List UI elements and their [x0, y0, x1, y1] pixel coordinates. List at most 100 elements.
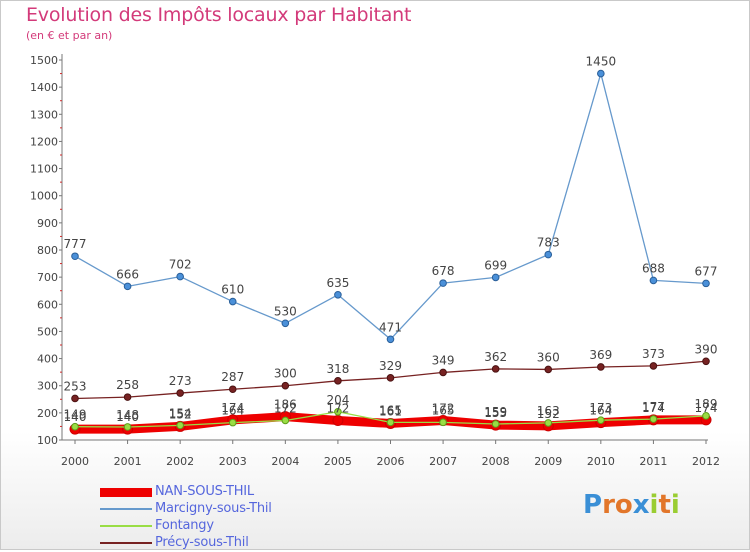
data-point: [176, 421, 184, 430]
y-tick-label: 1500: [30, 54, 58, 67]
legend-swatch: [100, 508, 152, 510]
data-label: 390: [695, 342, 718, 356]
data-label: 204: [326, 393, 349, 407]
data-label: 360: [537, 350, 560, 364]
data-point: [439, 279, 447, 287]
y-tick-label: 900: [37, 217, 58, 230]
data-label: 666: [116, 267, 139, 281]
logo-letter: x: [632, 490, 650, 520]
series-fontangy: [71, 407, 710, 431]
data-label: 287: [221, 370, 244, 384]
data-label: 172: [326, 401, 349, 415]
data-point: [439, 368, 447, 377]
data-label: 165: [432, 403, 455, 417]
y-tick-label: 1400: [30, 81, 58, 94]
data-label: 172: [274, 401, 297, 415]
data-label: 140: [64, 410, 87, 424]
y-tick-label: 200: [37, 407, 58, 420]
data-label: 174: [642, 401, 665, 415]
data-point: [544, 419, 553, 427]
logo-letter: o: [614, 490, 633, 520]
data-label: 159: [484, 405, 507, 419]
data-point: [386, 374, 395, 382]
data-label: 349: [432, 353, 455, 367]
data-point: [702, 279, 710, 288]
y-tick-label: 600: [37, 298, 58, 311]
data-point: [491, 365, 500, 373]
data-label: 152: [169, 407, 192, 421]
data-point: [702, 412, 710, 420]
data-point: [491, 273, 500, 282]
data-point: [71, 422, 79, 431]
data-point: [228, 418, 237, 427]
data-point: [334, 407, 342, 416]
data-point: [176, 389, 184, 397]
chart-title: Evolution des Impôts locaux par Habitant: [26, 4, 412, 26]
data-point: [123, 393, 132, 401]
x-tick-label: 2003: [219, 455, 247, 468]
x-tick-label: 2000: [61, 455, 89, 468]
y-tick-label: 1200: [30, 135, 58, 148]
y-tick-label: 300: [37, 380, 58, 393]
data-point: [386, 335, 395, 344]
data-label: 362: [484, 350, 507, 364]
logo-letter: i: [649, 490, 659, 520]
logo-letter: i: [670, 490, 680, 520]
data-label: 471: [379, 320, 402, 334]
data-label: 300: [274, 367, 297, 381]
data-label: 258: [116, 378, 139, 392]
data-point: [649, 362, 658, 370]
x-tick-label: 2006: [377, 455, 405, 468]
data-point: [334, 377, 342, 385]
data-label: 174: [221, 401, 244, 415]
series-pr-cy-sous-thil: [71, 357, 710, 403]
data-point: [123, 282, 132, 291]
data-label: 369: [589, 348, 612, 362]
data-label: 635: [326, 276, 349, 290]
data-label: 699: [484, 258, 507, 272]
proxiti-logo: Proxiti: [583, 490, 680, 520]
data-label: 148: [116, 408, 139, 422]
data-label: 189: [695, 397, 718, 411]
data-point: [334, 290, 342, 299]
data-label: 155: [484, 406, 507, 420]
data-point: [544, 250, 553, 259]
series-marcigny-sous-thil: [71, 69, 710, 344]
y-tick-label: 700: [37, 271, 58, 284]
x-tick-label: 2012: [692, 455, 720, 468]
data-label: 373: [642, 347, 665, 361]
data-point: [597, 69, 605, 78]
y-tick-label: 400: [37, 353, 58, 366]
legend-label: Fontangy: [155, 518, 214, 533]
x-tick-label: 2009: [534, 455, 562, 468]
y-tick-label: 100: [37, 434, 58, 447]
x-tick-label: 2008: [482, 455, 510, 468]
logo-letter: P: [583, 490, 603, 520]
data-label: 318: [326, 362, 349, 376]
data-point: [491, 420, 500, 428]
data-label: 186: [274, 398, 297, 412]
data-label: 530: [274, 304, 297, 318]
data-label: 164: [589, 404, 612, 418]
data-label: 149: [64, 408, 87, 422]
data-label: 173: [589, 401, 612, 415]
data-point: [439, 418, 447, 427]
y-tick-label: 1000: [30, 190, 58, 203]
legend-swatch: [100, 487, 152, 497]
x-tick-label: 2002: [166, 455, 194, 468]
data-label: 154: [169, 406, 192, 420]
data-point: [597, 416, 605, 424]
data-point: [386, 418, 395, 427]
data-point: [649, 415, 658, 423]
x-tick-label: 2001: [114, 455, 142, 468]
y-tick-label: 800: [37, 244, 58, 257]
data-label: 172: [432, 401, 455, 415]
data-point: [123, 423, 132, 431]
y-tick-label: 1100: [30, 163, 58, 176]
data-point: [544, 365, 553, 374]
data-label: 688: [642, 261, 665, 275]
y-tick-label: 500: [37, 325, 58, 338]
data-point: [281, 416, 290, 425]
data-label: 777: [64, 237, 87, 251]
